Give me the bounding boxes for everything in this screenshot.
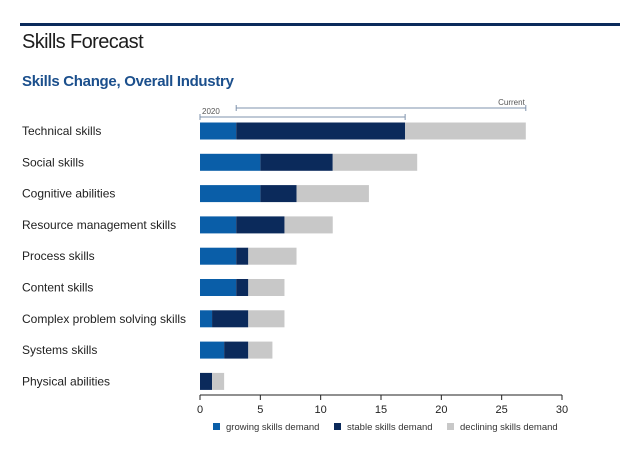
page-title: Skills Forecast (22, 31, 144, 53)
bar-segment (200, 341, 225, 359)
x-tick-label: 0 (197, 404, 203, 416)
bar-segment (248, 341, 273, 359)
category-label: Physical abilities (22, 374, 110, 388)
bar-segment (260, 185, 297, 203)
bar-segment (296, 185, 369, 203)
category-label: Cognitive abilities (22, 187, 115, 201)
category-label: Resource management skills (22, 218, 176, 232)
x-tick-label: 30 (556, 404, 568, 416)
bar-segment (236, 122, 406, 140)
x-tick-label: 25 (496, 404, 508, 416)
legend-label: stable skills demand (347, 422, 433, 433)
x-tick-label: 15 (375, 404, 387, 416)
legend-label: growing skills demand (226, 422, 319, 433)
bar-segment (200, 216, 237, 234)
legend-label: declining skills demand (460, 422, 558, 433)
x-tick-label: 10 (315, 404, 327, 416)
bar-segment (200, 372, 213, 390)
annotation-label: Current (498, 98, 525, 107)
bar-segment (284, 216, 333, 234)
category-label: Content skills (22, 281, 93, 295)
category-label: Technical skills (22, 124, 101, 138)
bar-segment (212, 310, 249, 328)
x-tick-label: 5 (257, 404, 263, 416)
bar-segment (236, 279, 249, 296)
bar-segment (200, 310, 213, 328)
bar-segment (200, 279, 237, 296)
category-label: Complex problem solving skills (22, 312, 186, 326)
chart-subtitle: Skills Change, Overall Industry (22, 73, 234, 90)
bar-segment (200, 122, 237, 140)
bar-segment (236, 247, 249, 265)
annotation-label: 2020 (202, 107, 220, 116)
bar-segment (200, 185, 261, 203)
bar-segment (248, 279, 285, 296)
bar-segment (212, 372, 225, 390)
legend-swatch (447, 423, 454, 430)
bar-segment (405, 122, 526, 140)
x-tick-label: 20 (435, 404, 447, 416)
bar-segment (200, 247, 237, 265)
legend-swatch (213, 423, 220, 430)
category-label: Social skills (22, 155, 84, 169)
legend-swatch (334, 423, 341, 430)
top-rule (20, 23, 620, 26)
bar-segment (200, 153, 261, 171)
bar-segment (224, 341, 249, 359)
bar-segment (248, 310, 285, 328)
bar-segment (248, 247, 297, 265)
bar-segment (236, 216, 285, 234)
bar-segment (332, 153, 418, 171)
bar-segment (260, 153, 333, 171)
category-label: Systems skills (22, 343, 97, 357)
category-label: Process skills (22, 249, 95, 263)
